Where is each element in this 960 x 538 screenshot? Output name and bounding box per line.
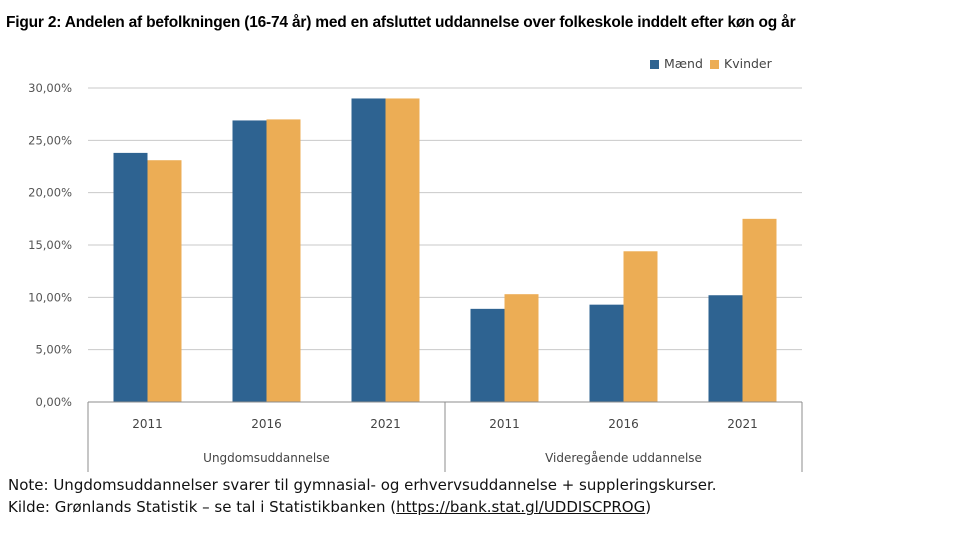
bar-kvinder — [147, 160, 182, 402]
y-tick-label: 20,00% — [28, 186, 72, 200]
bar-kvinder — [742, 218, 777, 402]
chart-container: 0,00% 5,00% 10,00% 15,00% 20,00% 25,00% 30,00%… — [0, 44, 820, 472]
bar-kvinder — [623, 251, 658, 402]
note-text: Note: Ungdomsuddannelser svarer til gymn… — [8, 476, 717, 494]
x-tick-label: 2021 — [727, 417, 758, 431]
bar-maend — [708, 295, 743, 402]
x-tick-label: 2016 — [251, 417, 282, 431]
legend-swatch — [710, 60, 719, 69]
x-tick-label: 2011 — [132, 417, 163, 431]
bars — [113, 98, 777, 403]
source-suffix: ) — [645, 498, 652, 516]
x-tick-label: 2021 — [370, 417, 401, 431]
legend-label: Mænd — [664, 56, 703, 71]
source-prefix: Kilde: Grønlands Statistik – se tal i St… — [8, 498, 397, 516]
y-axis: 0,00% 5,00% 10,00% 15,00% 20,00% 25,00% 30,00% — [28, 81, 72, 409]
y-tick-label: 0,00% — [35, 395, 72, 409]
group-label: Videregående uddannelse — [545, 451, 702, 465]
bar-kvinder — [504, 294, 539, 402]
x-axis: 2011 2016 2021 2011 2016 2021 Ungdomsuddannels… — [87, 401, 803, 472]
x-tick-label: 2011 — [489, 417, 520, 431]
bar-maend — [589, 304, 624, 402]
y-tick-label: 25,00% — [28, 133, 72, 147]
group-label: Ungdomsuddannelse — [203, 451, 330, 465]
legend-swatch — [650, 60, 659, 69]
chart-title: Figur 2: Andelen af befolkningen (16-74 … — [6, 14, 796, 31]
x-tick-label: 2016 — [608, 417, 639, 431]
footnotes: Note: Ungdomsuddannelser svarer til gymn… — [8, 474, 717, 518]
legend: Mænd Kvinder — [650, 56, 773, 71]
gridlines — [88, 87, 802, 403]
legend-label: Kvinder — [724, 56, 773, 71]
bar-kvinder — [385, 98, 420, 402]
y-tick-label: 15,00% — [28, 238, 72, 252]
bar-maend — [470, 308, 505, 402]
bar-maend — [113, 152, 148, 402]
source-link[interactable]: https://bank.stat.gl/UDDISCPROG — [396, 498, 646, 516]
bar-kvinder — [266, 119, 301, 403]
bar-maend — [232, 120, 267, 403]
bar-maend — [351, 98, 386, 402]
bar-chart: 0,00% 5,00% 10,00% 15,00% 20,00% 25,00% 30,00%… — [28, 56, 803, 472]
source-line: Kilde: Grønlands Statistik – se tal i St… — [8, 496, 717, 518]
y-tick-label: 30,00% — [28, 81, 72, 95]
y-tick-label: 10,00% — [28, 290, 72, 304]
y-tick-label: 5,00% — [35, 343, 72, 357]
